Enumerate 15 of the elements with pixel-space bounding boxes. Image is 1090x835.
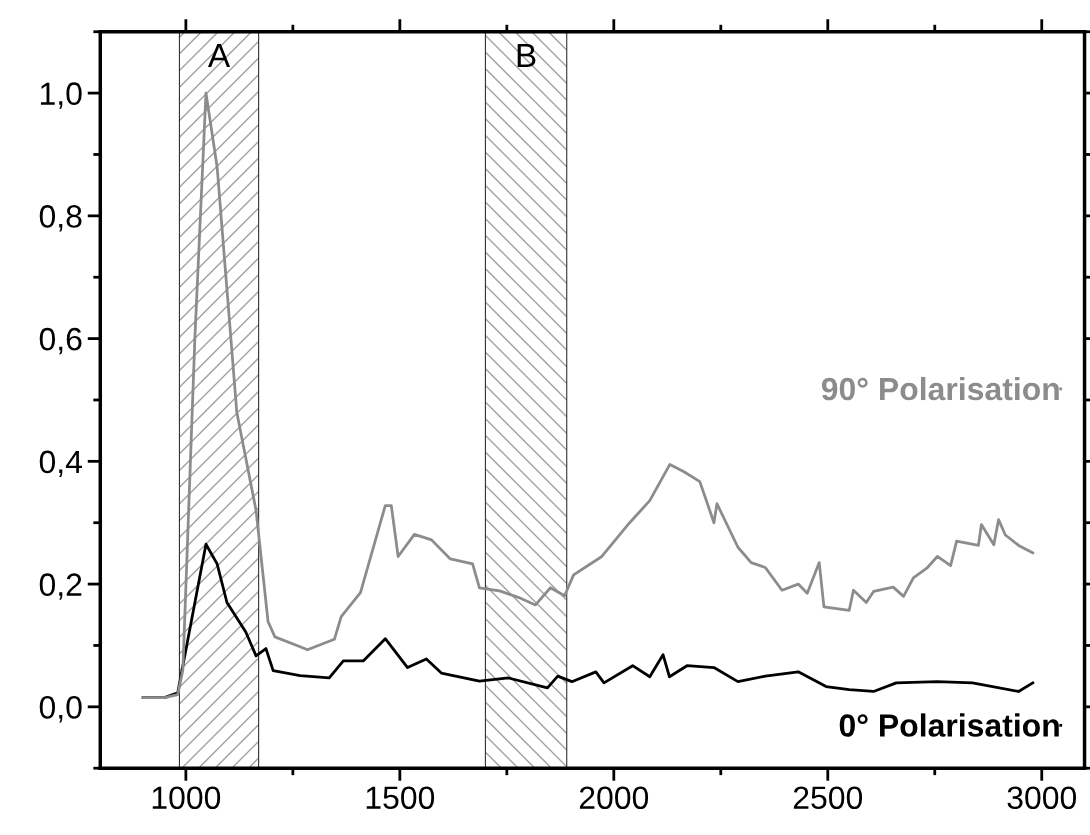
band-label: B <box>517 44 536 67</box>
y-tick-label: 1,0 <box>40 82 82 109</box>
legend-label: 0° Polarisation <box>839 713 1059 737</box>
y-tick-label: 0,2 <box>39 573 82 600</box>
x-tick-label: 1000 <box>152 786 221 810</box>
x-tick-label: 2500 <box>793 786 863 810</box>
legend-label: 90° Polarisation <box>821 376 1059 401</box>
band-label: A <box>207 44 231 67</box>
y-tick-label: 0,8 <box>39 205 82 232</box>
y-tick-label: 0,0 <box>39 696 82 723</box>
x-tick-label: 2000 <box>579 786 649 810</box>
y-tick-label: 0,4 <box>39 450 82 477</box>
x-tick-label: 1500 <box>366 786 435 810</box>
x-tick-label: 3000 <box>1007 786 1077 810</box>
y-tick-label: 0,6 <box>39 327 82 355</box>
